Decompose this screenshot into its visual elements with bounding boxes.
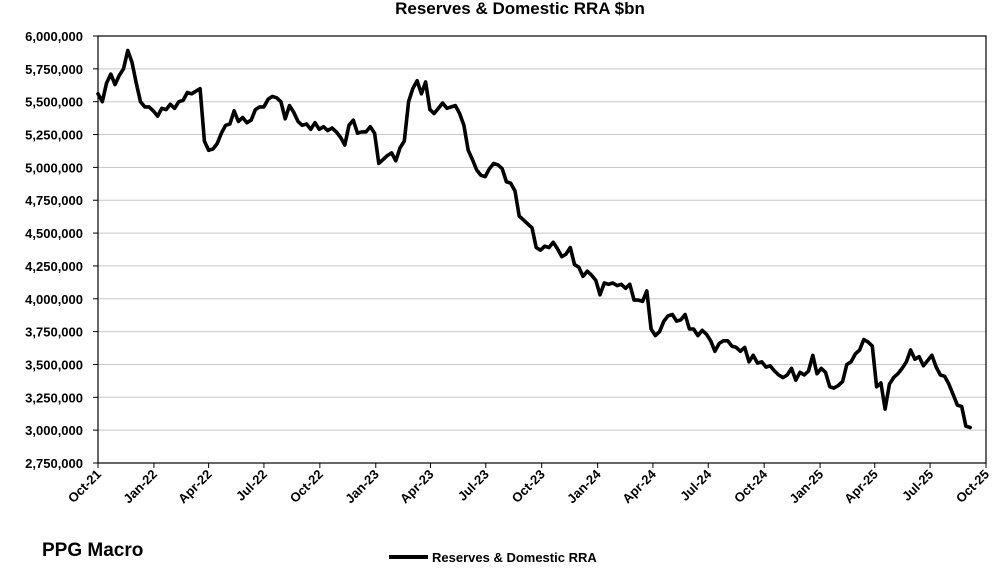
x-tick-label: Oct-21	[65, 467, 104, 506]
x-tick-label: Oct-23	[509, 467, 548, 506]
x-tick-label: Apr-24	[619, 466, 659, 506]
x-tick-label: Jan-23	[342, 467, 382, 507]
y-tick-label: 6,000,000	[25, 29, 83, 44]
gridlines	[98, 68, 986, 431]
chart-title: Reserves & Domestic RRA $bn	[395, 0, 645, 18]
brand-label: PPG Macro	[42, 540, 144, 561]
x-tick-label: Oct-22	[287, 467, 326, 506]
x-tick-label: Jul-24	[677, 466, 715, 504]
x-tick-label: Oct-25	[953, 467, 992, 506]
y-tick-label: 2,750,000	[25, 456, 83, 471]
y-tick-label: 3,750,000	[25, 325, 83, 340]
y-tick-label: 3,250,000	[25, 390, 83, 405]
x-tick-label: Jul-25	[899, 467, 936, 504]
x-tick-label: Oct-24	[731, 466, 771, 506]
x-tick-label: Jan-25	[786, 467, 826, 507]
x-tick-label: Apr-25	[841, 467, 881, 507]
x-tick-label: Apr-22	[175, 467, 215, 507]
y-tick-label: 4,500,000	[25, 226, 83, 241]
x-tick-label: Jul-23	[455, 467, 492, 504]
series-line	[96, 48, 972, 430]
legend: Reserves & Domestic RRA	[389, 550, 597, 565]
legend-label: Reserves & Domestic RRA	[432, 550, 597, 565]
y-tick-label: 5,250,000	[25, 128, 83, 143]
x-tick-label: Jan-22	[120, 467, 160, 507]
y-tick-label: 5,750,000	[25, 62, 83, 77]
y-tick-label: 4,250,000	[25, 259, 83, 274]
y-tick-label: 4,000,000	[25, 292, 83, 307]
y-tick-label: 3,000,000	[25, 423, 83, 438]
y-tick-label: 5,000,000	[25, 160, 83, 175]
y-tick-label: 4,750,000	[25, 193, 83, 208]
y-axis-ticks: 2,750,000 3,000,000 3,250,000 3,500,000 3,75…	[25, 29, 98, 471]
y-tick-label: 5,500,000	[25, 95, 83, 110]
x-axis-ticks: Oct-21 Jan-22 Apr-22 Jul-22 Oct-22 Jan-23 Apr-…	[65, 463, 992, 506]
x-tick-label: Jan-24	[564, 466, 604, 506]
y-tick-label: 3,500,000	[25, 357, 83, 372]
x-tick-label: Jul-22	[233, 467, 270, 504]
series-layer	[96, 48, 972, 430]
x-tick-label: Apr-23	[397, 467, 437, 507]
